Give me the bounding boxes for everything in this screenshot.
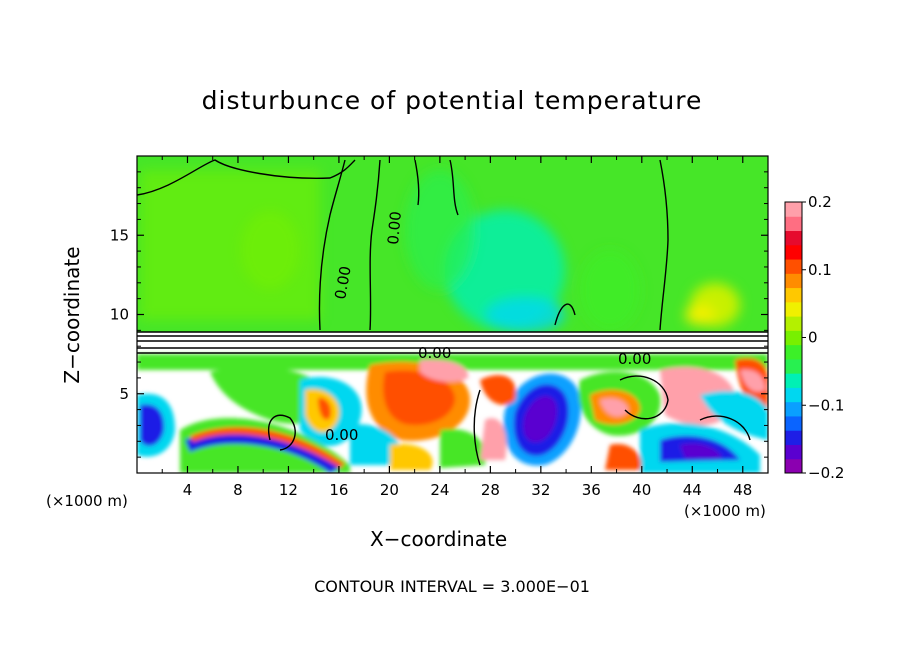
colorbar-swatch — [785, 444, 802, 460]
colorbar-swatch — [785, 202, 802, 217]
y-tick-label: 10 — [110, 306, 129, 324]
colorbar-swatch — [785, 458, 802, 474]
x-tick-label: 36 — [582, 481, 601, 499]
colorbar-swatch — [785, 301, 802, 317]
colorbar-swatch — [785, 259, 802, 274]
colorbar-tick-label: 0.2 — [808, 193, 832, 211]
colorbar-swatch — [785, 330, 802, 346]
x-tick-label: 4 — [183, 481, 193, 499]
x-tick-label: 24 — [430, 481, 449, 499]
colorbar-tick-label: 0.1 — [808, 261, 832, 279]
contour-label: 0.00 — [331, 265, 355, 301]
contour-interval-note: CONTOUR INTERVAL = 3.000E−01 — [314, 577, 590, 596]
colorbar-swatch — [785, 316, 802, 331]
chart-title: disturbunce of potential temperature — [201, 86, 703, 115]
x-axis-label: X−coordinate — [370, 527, 508, 551]
colorbar-swatch — [785, 230, 802, 246]
contour-label: 0.00 — [325, 426, 358, 444]
x-axis-ticks: 4 8 12 16 20 24 28 32 36 40 44 48 — [161, 156, 752, 499]
upper-layer-patches — [140, 170, 740, 333]
x-unit-label-left: (×1000 m) — [46, 492, 128, 510]
colorbar-swatch — [785, 401, 802, 417]
x-tick-label: 12 — [279, 481, 298, 499]
x-tick-label: 20 — [380, 481, 399, 499]
y-axis-ticks: 5 10 15 — [110, 171, 768, 458]
x-tick-label: 28 — [481, 481, 500, 499]
colorbar-swatch — [785, 373, 802, 388]
colorbar-swatch — [785, 358, 802, 374]
colorbar-swatch — [785, 273, 802, 289]
contour-label: 0.00 — [418, 344, 451, 362]
colorbar-tick-label: −0.2 — [808, 464, 844, 482]
y-tick-label: 5 — [119, 385, 129, 403]
x-tick-label: 8 — [233, 481, 243, 499]
y-tick-label: 15 — [110, 226, 129, 244]
x-tick-label: 32 — [531, 481, 550, 499]
colorbar-tick-label: 0 — [808, 329, 818, 347]
x-tick-label: 40 — [632, 481, 651, 499]
contour-label: 0.00 — [384, 211, 405, 246]
colorbar-swatch — [785, 415, 802, 431]
x-tick-label: 16 — [329, 481, 348, 499]
lower-layer-patches — [137, 354, 768, 473]
contour-label-layer: 0.00 0.00 0.00 0.00 0.00 — [325, 211, 651, 444]
heatmap-field: 0.00 0.00 0.00 0.00 0.00 — [137, 156, 768, 473]
colorbar-swatch — [785, 430, 802, 445]
colorbar: −0.2 −0.1 0 0.1 0.2 — [784, 193, 844, 482]
colorbar-tick-label: −0.1 — [808, 396, 844, 414]
colorbar-swatch — [785, 287, 802, 303]
colorbar-swatch — [785, 344, 802, 360]
x-tick-label: 44 — [683, 481, 702, 499]
x-unit-label-right: (×1000 m) — [684, 502, 766, 520]
colorbar-swatch — [785, 244, 802, 260]
contour-lines — [137, 159, 768, 466]
x-tick-label: 48 — [733, 481, 752, 499]
colorbar-swatch — [785, 387, 802, 403]
contour-label: 0.00 — [618, 350, 651, 368]
colorbar-swatch — [785, 216, 802, 232]
